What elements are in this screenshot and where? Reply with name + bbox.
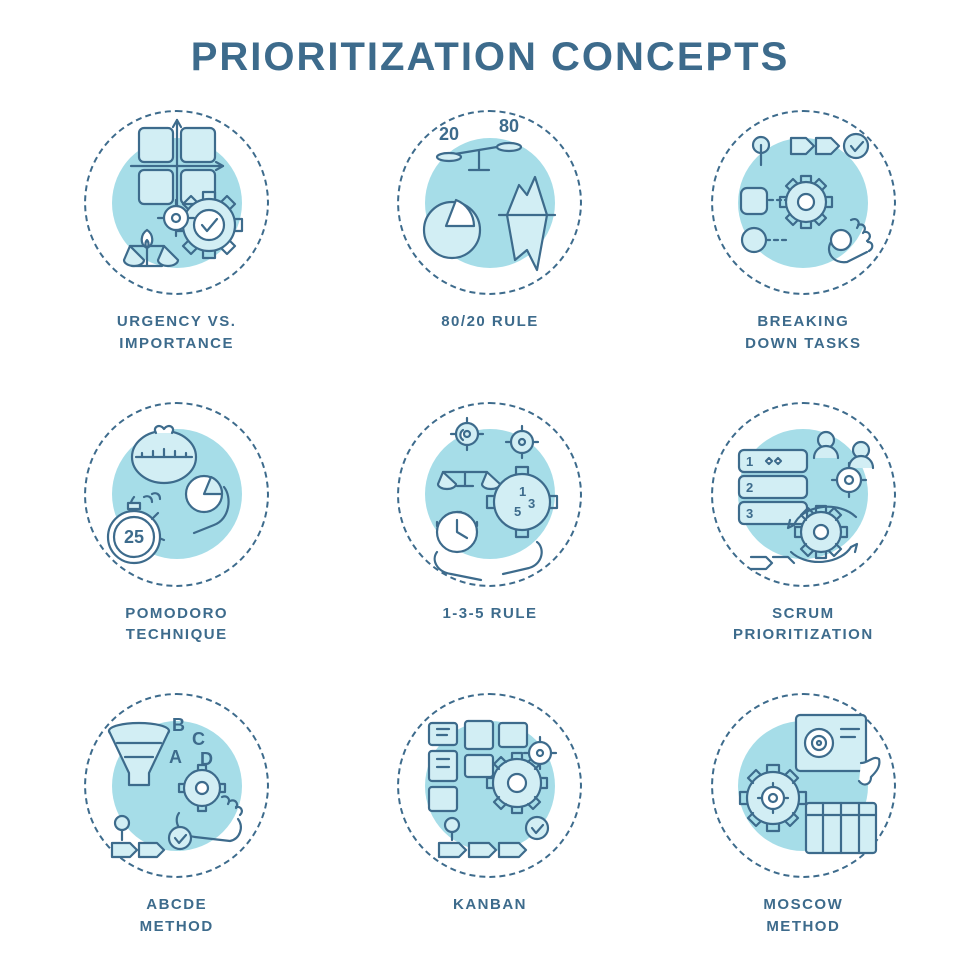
concept-label: KANBAN	[453, 894, 527, 916]
page-title: PRIORITIZATION CONCEPTS	[191, 35, 790, 80]
num-25: 25	[124, 527, 144, 547]
concept-label: URGENCY VS.IMPORTANCE	[117, 311, 237, 355]
concept-label: SCRUMPRIORITIZATION	[733, 603, 874, 647]
concept-label: 80/20 RULE	[441, 311, 539, 333]
concept-1-3-5-rule: 1 3 5 1-3-5 RULE	[363, 402, 616, 654]
concept-80-20-rule: 20 80 80/20 RULE	[363, 110, 616, 362]
svg-text:3: 3	[746, 506, 753, 521]
svg-text:A: A	[169, 747, 182, 767]
concept-label: MOSCOWMETHOD	[763, 894, 843, 938]
concept-pomodoro-technique: 25 POMODOROTECHNIQUE	[50, 402, 303, 654]
concept-grid: URGENCY VS.IMPORTANCE 20 80	[50, 110, 930, 945]
svg-text:1: 1	[519, 484, 526, 499]
num-80: 80	[499, 116, 519, 136]
80-20-rule-icon: 20 80	[397, 110, 582, 295]
concept-moscow-method: MOSCOWMETHOD	[677, 693, 930, 945]
concept-label: ABCDEMETHOD	[140, 894, 214, 938]
breaking-down-tasks-icon	[711, 110, 896, 295]
svg-text:5: 5	[514, 504, 521, 519]
svg-text:B: B	[172, 715, 185, 735]
concept-label: 1-3-5 RULE	[442, 603, 537, 625]
svg-text:1: 1	[746, 454, 753, 469]
num-20: 20	[439, 124, 459, 144]
svg-text:C: C	[192, 729, 205, 749]
concept-label: BREAKINGDOWN TASKS	[745, 311, 861, 355]
moscow-method-icon	[711, 693, 896, 878]
urgency-vs-importance-icon	[84, 110, 269, 295]
pomodoro-technique-icon: 25	[84, 402, 269, 587]
concept-breaking-down-tasks: BREAKINGDOWN TASKS	[677, 110, 930, 362]
concept-scrum-prioritization: 1 2 3	[677, 402, 930, 654]
scrum-prioritization-icon: 1 2 3	[711, 402, 896, 587]
svg-text:2: 2	[746, 480, 753, 495]
kanban-icon	[397, 693, 582, 878]
abcde-method-icon: B C A D	[84, 693, 269, 878]
concept-urgency-vs-importance: URGENCY VS.IMPORTANCE	[50, 110, 303, 362]
1-3-5-rule-icon: 1 3 5	[397, 402, 582, 587]
concept-label: POMODOROTECHNIQUE	[125, 603, 228, 647]
svg-text:3: 3	[528, 496, 535, 511]
concept-abcde-method: B C A D	[50, 693, 303, 945]
concept-kanban: KANBAN	[363, 693, 616, 945]
